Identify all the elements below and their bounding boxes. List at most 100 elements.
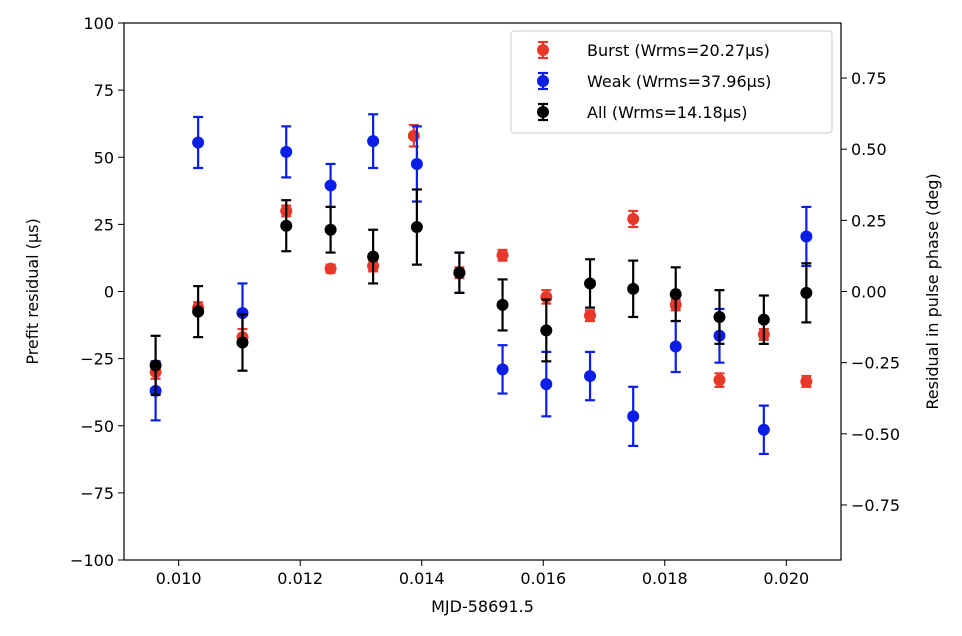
legend-label-burst: Burst (Wrms=20.27μs)	[587, 41, 770, 60]
data-point	[713, 372, 726, 388]
data-point	[713, 289, 726, 345]
data-marker	[410, 157, 423, 170]
data-point	[324, 262, 337, 275]
data-point	[280, 199, 293, 253]
data-marker	[627, 282, 640, 295]
data-marker	[584, 277, 597, 290]
legend-dot	[537, 106, 549, 118]
data-marker	[410, 221, 423, 234]
data-marker	[584, 309, 597, 322]
data-marker	[713, 374, 726, 387]
y-tick-label: 25	[94, 215, 114, 234]
series-0	[149, 123, 813, 388]
y2-tick-label: −0.50	[851, 425, 900, 444]
series-2	[149, 188, 813, 396]
y2-tick-label: 0.75	[851, 69, 887, 88]
x-axis: 0.010 0.012 0.014 0.016 0.018 0.020	[156, 560, 809, 588]
legend-dot	[537, 44, 549, 56]
data-point	[410, 188, 423, 266]
y-tick-label: 75	[94, 81, 114, 100]
data-point	[192, 285, 205, 339]
legend-marker-burst	[537, 40, 549, 60]
legend-marker-all	[537, 102, 549, 122]
data-marker	[496, 249, 509, 262]
data-marker	[149, 359, 162, 372]
data-point	[669, 266, 682, 323]
data-point	[149, 334, 162, 396]
data-point	[324, 162, 337, 209]
data-marker	[280, 145, 293, 158]
legend-dot	[537, 75, 549, 87]
x-tick-label: 0.018	[642, 569, 688, 588]
data-point	[584, 309, 597, 323]
data-marker	[236, 306, 249, 319]
data-marker	[713, 311, 726, 324]
x-tick-label: 0.016	[520, 569, 566, 588]
data-marker	[627, 213, 640, 226]
data-marker	[324, 223, 337, 236]
series-1	[149, 113, 813, 456]
data-point	[407, 123, 420, 148]
data-point	[324, 205, 337, 254]
data-point	[367, 113, 380, 170]
y-tick-label: −100	[70, 551, 114, 570]
y2-tick-label: −0.75	[851, 496, 900, 515]
y-tick-label: −75	[80, 484, 114, 503]
data-marker	[757, 423, 770, 436]
data-marker	[236, 336, 249, 349]
y2-tick-label: 0.00	[851, 283, 887, 302]
legend-entry-all: All (Wrms=14.18μs)	[537, 102, 747, 122]
data-marker	[800, 286, 813, 299]
legend: Burst (Wrms=20.27μs) Weak (Wrms=37.96μs)…	[510, 30, 833, 134]
x-tick-label: 0.014	[399, 569, 445, 588]
data-marker	[627, 410, 640, 423]
x-tick-label: 0.012	[277, 569, 323, 588]
data-marker	[800, 230, 813, 243]
data-marker	[584, 370, 597, 383]
data-point	[192, 115, 205, 170]
y2-tick-label: 0.25	[851, 211, 887, 230]
data-point	[236, 313, 249, 372]
data-marker	[800, 375, 813, 388]
data-marker	[367, 250, 380, 263]
legend-entry-weak: Weak (Wrms=37.96μs)	[537, 71, 771, 91]
legend-box	[510, 30, 833, 134]
data-point	[800, 374, 813, 388]
data-point	[800, 205, 813, 268]
y-axis-right-label: Residual in pulse phase (deg)	[923, 173, 942, 409]
data-marker	[324, 262, 337, 275]
data-marker	[192, 305, 205, 318]
legend-label-weak: Weak (Wrms=37.96μs)	[587, 72, 771, 91]
data-marker	[669, 288, 682, 301]
data-marker	[192, 136, 205, 149]
data-point	[453, 251, 466, 294]
data-point	[496, 278, 509, 332]
data-point	[540, 298, 553, 363]
data-marker	[453, 266, 466, 279]
data-marker	[496, 298, 509, 311]
data-point	[627, 385, 640, 447]
data-marker	[280, 219, 293, 232]
x-tick-label: 0.020	[763, 569, 809, 588]
data-marker	[669, 340, 682, 353]
y-tick-label: −50	[80, 417, 114, 436]
data-marker	[757, 313, 770, 326]
data-marker	[407, 129, 420, 142]
legend-label-all: All (Wrms=14.18μs)	[587, 103, 747, 122]
data-marker	[367, 135, 380, 148]
data-point	[496, 344, 509, 395]
data-point	[757, 404, 770, 456]
plot-area	[149, 113, 813, 456]
data-marker	[540, 324, 553, 337]
data-point	[627, 259, 640, 319]
data-marker	[324, 179, 337, 192]
data-point	[627, 209, 640, 229]
y-tick-label: 0	[104, 283, 114, 302]
data-point	[584, 258, 597, 309]
y-axis-right: −0.75 −0.50 −0.25 0.00 0.25 0.50 0.75	[841, 69, 900, 515]
y-tick-label: 100	[83, 14, 114, 33]
data-point	[280, 125, 293, 179]
data-point	[496, 248, 509, 262]
data-marker	[540, 378, 553, 391]
data-point	[757, 294, 770, 345]
